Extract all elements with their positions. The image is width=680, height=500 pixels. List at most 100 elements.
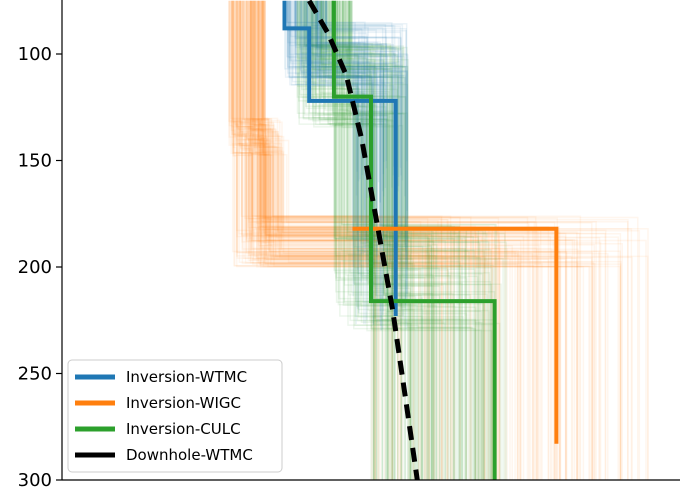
wigc-ensemble-line	[264, 0, 494, 480]
wtmc-ensemble-line	[300, 0, 354, 240]
wigc-ensemble-line	[235, 0, 426, 480]
wigc-ensemble-line	[239, 0, 508, 480]
culc-ensemble-line	[322, 0, 409, 480]
wigc-ensemble-line	[251, 0, 442, 480]
culc-ensemble-line	[301, 0, 407, 480]
wigc-ensemble-line	[257, 0, 430, 480]
wigc-ensemble-line	[256, 0, 436, 480]
wtmc-ensemble-line	[295, 0, 407, 261]
wigc-ensemble-line	[240, 0, 511, 480]
wtmc-ensemble-line	[322, 0, 356, 286]
wigc-ensemble-line	[260, 0, 483, 480]
wtmc-ensemble-line	[316, 0, 384, 330]
culc-ensemble-line	[299, 0, 429, 480]
culc-ensemble-line	[321, 0, 477, 480]
wigc-ensemble-line	[232, 0, 581, 480]
culc-ensemble-line	[338, 0, 377, 480]
wigc-ensemble-line	[260, 0, 521, 480]
wigc-ensemble-line	[261, 0, 596, 480]
series-line-inversion-wigc	[352, 226, 559, 444]
wtmc-ensemble-line	[318, 0, 355, 297]
wtmc-ensemble-line	[316, 0, 377, 220]
wigc-ensemble-line	[237, 0, 452, 480]
culc-ensemble-line	[335, 0, 462, 480]
wtmc-ensemble-line	[294, 0, 360, 253]
wtmc-ensemble-line	[303, 0, 357, 325]
culc-ensemble-line	[319, 0, 479, 480]
culc-ensemble-line	[347, 0, 405, 480]
wtmc-ensemble-line	[316, 0, 363, 283]
wigc-ensemble-line	[252, 0, 439, 480]
wtmc-ensemble-line	[289, 0, 366, 210]
wigc-ensemble-line	[261, 0, 649, 480]
wigc-ensemble-line	[264, 0, 519, 480]
wigc-ensemble-line	[246, 0, 561, 480]
wigc-ensemble-line	[251, 0, 486, 480]
wigc-ensemble-line	[254, 0, 578, 480]
wigc-ensemble-line	[240, 0, 441, 480]
culc-ensemble-line	[325, 0, 443, 480]
culc-ensemble-line	[300, 0, 423, 480]
wigc-ensemble-line	[255, 0, 540, 480]
culc-ensemble-line	[305, 0, 502, 480]
wigc-ensemble-line	[239, 0, 486, 480]
wigc-ensemble-line	[228, 0, 600, 480]
culc-ensemble-line	[321, 0, 466, 480]
culc-ensemble-line	[315, 0, 437, 480]
culc-ensemble-line	[298, 0, 426, 480]
culc-ensemble-line	[338, 0, 441, 480]
legend-item-3: Downhole-WTMC	[75, 446, 253, 464]
culc-ensemble-line	[323, 0, 468, 480]
wtmc-ensemble-line	[291, 0, 384, 236]
wigc-ensemble-line	[250, 0, 629, 480]
best-fit-layer	[282, 0, 559, 480]
culc-ensemble-line	[314, 0, 412, 480]
wigc-ensemble-line	[250, 0, 443, 480]
wigc-ensemble-line	[232, 0, 516, 480]
culc-ensemble-line	[313, 0, 403, 480]
culc-ensemble-line	[323, 0, 467, 480]
wigc-ensemble-line	[252, 0, 552, 480]
wigc-ensemble-line	[238, 0, 518, 480]
wigc-ensemble-line	[228, 0, 391, 480]
culc-ensemble-line	[302, 0, 463, 480]
wigc-ensemble-line	[234, 0, 622, 480]
wigc-ensemble-line	[250, 0, 497, 480]
wtmc-ensemble-line	[294, 0, 388, 169]
chart-legend: Inversion-WTMC Inversion-WIGC Inversion-…	[67, 359, 283, 473]
wigc-ensemble-line	[251, 0, 622, 480]
culc-ensemble-line	[346, 0, 418, 480]
wigc-ensemble-line	[258, 0, 477, 480]
wtmc-ensemble-line	[284, 0, 403, 231]
wigc-ensemble-line	[259, 0, 500, 480]
wtmc-ensemble-line	[294, 0, 387, 302]
y-tick-label: 300	[18, 470, 52, 491]
culc-ensemble-line	[320, 0, 463, 480]
wigc-ensemble-line	[236, 0, 377, 480]
wigc-ensemble-line	[244, 0, 537, 480]
wigc-ensemble-line	[257, 0, 619, 480]
culc-ensemble-line	[329, 0, 404, 480]
wigc-ensemble-line	[263, 0, 601, 480]
wigc-ensemble-line	[235, 0, 578, 480]
culc-ensemble-line	[303, 0, 446, 480]
wigc-ensemble-line	[254, 0, 500, 480]
wtmc-ensemble-line	[319, 0, 381, 203]
culc-ensemble-line	[312, 0, 501, 480]
wigc-ensemble-line	[248, 0, 562, 480]
ensemble-layer	[228, 0, 649, 480]
culc-ensemble-line	[321, 0, 399, 480]
wtmc-ensemble-line	[322, 0, 391, 264]
wigc-ensemble-line	[262, 0, 538, 480]
culc-ensemble-line	[310, 0, 433, 480]
wigc-ensemble-line	[254, 0, 493, 480]
culc-ensemble-line	[351, 0, 460, 480]
culc-ensemble-line	[343, 0, 408, 480]
wigc-ensemble-line	[257, 0, 410, 480]
wigc-ensemble-line	[264, 0, 579, 480]
culc-ensemble-line	[324, 0, 457, 480]
wigc-ensemble-line	[247, 0, 501, 480]
wtmc-ensemble-line	[314, 0, 383, 246]
wigc-ensemble-line	[239, 0, 590, 480]
culc-ensemble-line	[322, 0, 428, 480]
